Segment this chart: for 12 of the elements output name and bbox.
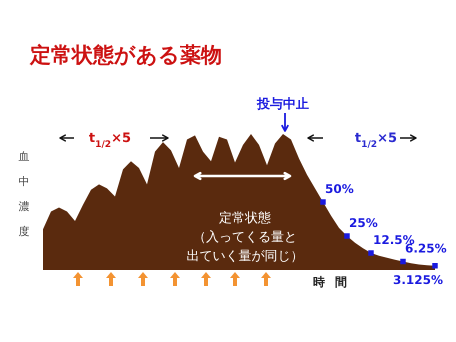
text: 投与中止 (256, 97, 309, 112)
annotation: t$_{1/2}$×5 (354, 131, 398, 150)
data-label: 50% (325, 182, 354, 196)
x-axis-title: 時間 (313, 275, 357, 289)
y-axis-title: 血中濃度 (18, 150, 30, 238)
data-label: 3.125% (393, 272, 443, 287)
data-label: 25% (349, 216, 378, 230)
annotation: 定常状態 (219, 211, 271, 226)
annotation: （入ってくる量と出ていく量が同じ） (186, 230, 304, 264)
annotation: t$_{1/2}$×5 (88, 131, 132, 150)
point (432, 263, 438, 268)
chart-title: 定常状態がある薬物 (29, 43, 222, 67)
